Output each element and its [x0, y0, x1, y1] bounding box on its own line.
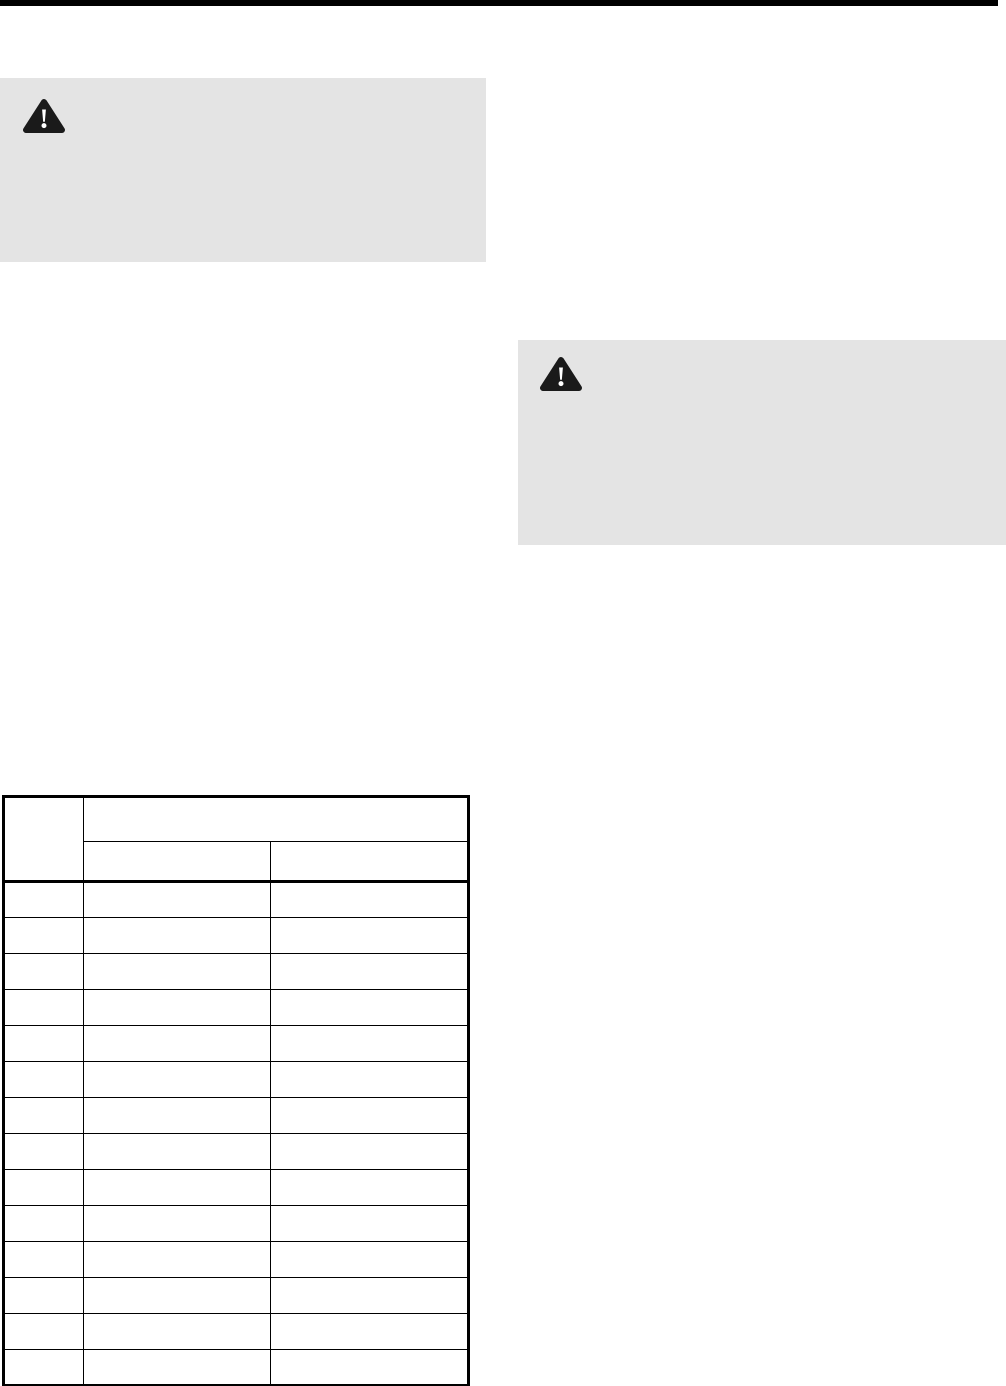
table-cell [3, 1169, 84, 1206]
table-row [3, 989, 469, 1026]
table-cell [3, 1025, 84, 1062]
table-cell [83, 1097, 271, 1134]
table-cell [83, 1169, 271, 1206]
warning-callout-right [518, 340, 1006, 545]
table-cell [83, 1133, 271, 1170]
table-row [3, 1205, 469, 1242]
table-cell [83, 1061, 271, 1098]
table-row [3, 881, 469, 918]
table-cell [270, 1313, 469, 1350]
table-cell [83, 917, 271, 954]
table-cell [3, 989, 84, 1026]
table-group-header [83, 796, 469, 842]
table-cell [3, 1349, 84, 1386]
spec-table [2, 795, 470, 1386]
table-row [3, 1061, 469, 1098]
table-cell [270, 1133, 469, 1170]
table-cell [83, 1313, 271, 1350]
table-cell [270, 1025, 469, 1062]
table-cell [3, 1097, 84, 1134]
table-row [3, 953, 469, 990]
top-rule [0, 0, 998, 6]
table-cell [3, 1313, 84, 1350]
table-row [3, 1133, 469, 1170]
warning-triangle-icon [22, 98, 66, 134]
table-cell [83, 1025, 271, 1062]
table-cell [270, 1205, 469, 1242]
table-row [3, 1241, 469, 1278]
table-cell [270, 1169, 469, 1206]
table-subheader-row [4, 841, 469, 883]
table-cell [83, 1205, 271, 1242]
table-cell [270, 1241, 469, 1278]
table-row [3, 1277, 469, 1314]
table-cell [83, 953, 271, 990]
table-cell [3, 1277, 84, 1314]
table-cell [3, 953, 84, 990]
table-row [3, 1313, 469, 1350]
table-subheader-col2 [83, 841, 271, 883]
table-cell [83, 1349, 271, 1386]
table-cell [3, 1241, 84, 1278]
table-cell [270, 1277, 469, 1314]
table-cell [83, 989, 271, 1026]
table-row [3, 1169, 469, 1206]
table-row [3, 1025, 469, 1062]
table-row [3, 917, 469, 954]
table-cell [270, 953, 469, 990]
warning-callout-left [0, 78, 486, 262]
table-cell [83, 1277, 271, 1314]
table-cell [270, 1061, 469, 1098]
table-cell [3, 1133, 84, 1170]
table-cell [83, 881, 271, 918]
warning-triangle-icon [539, 356, 583, 392]
table-header-group-row [3, 796, 469, 883]
table-cell [83, 1241, 271, 1278]
table-corner-header [3, 796, 84, 883]
table-cell [270, 1349, 469, 1386]
table-subheader-col3 [270, 841, 469, 883]
table-cell [3, 1061, 84, 1098]
spec-table-container [2, 795, 470, 1386]
table-cell [270, 881, 469, 918]
table-row [3, 1097, 469, 1134]
table-cell [270, 989, 469, 1026]
table-row [3, 1349, 469, 1386]
table-cell [3, 917, 84, 954]
table-cell [3, 881, 84, 918]
table-cell [270, 1097, 469, 1134]
table-cell [3, 1205, 84, 1242]
table-cell [270, 917, 469, 954]
